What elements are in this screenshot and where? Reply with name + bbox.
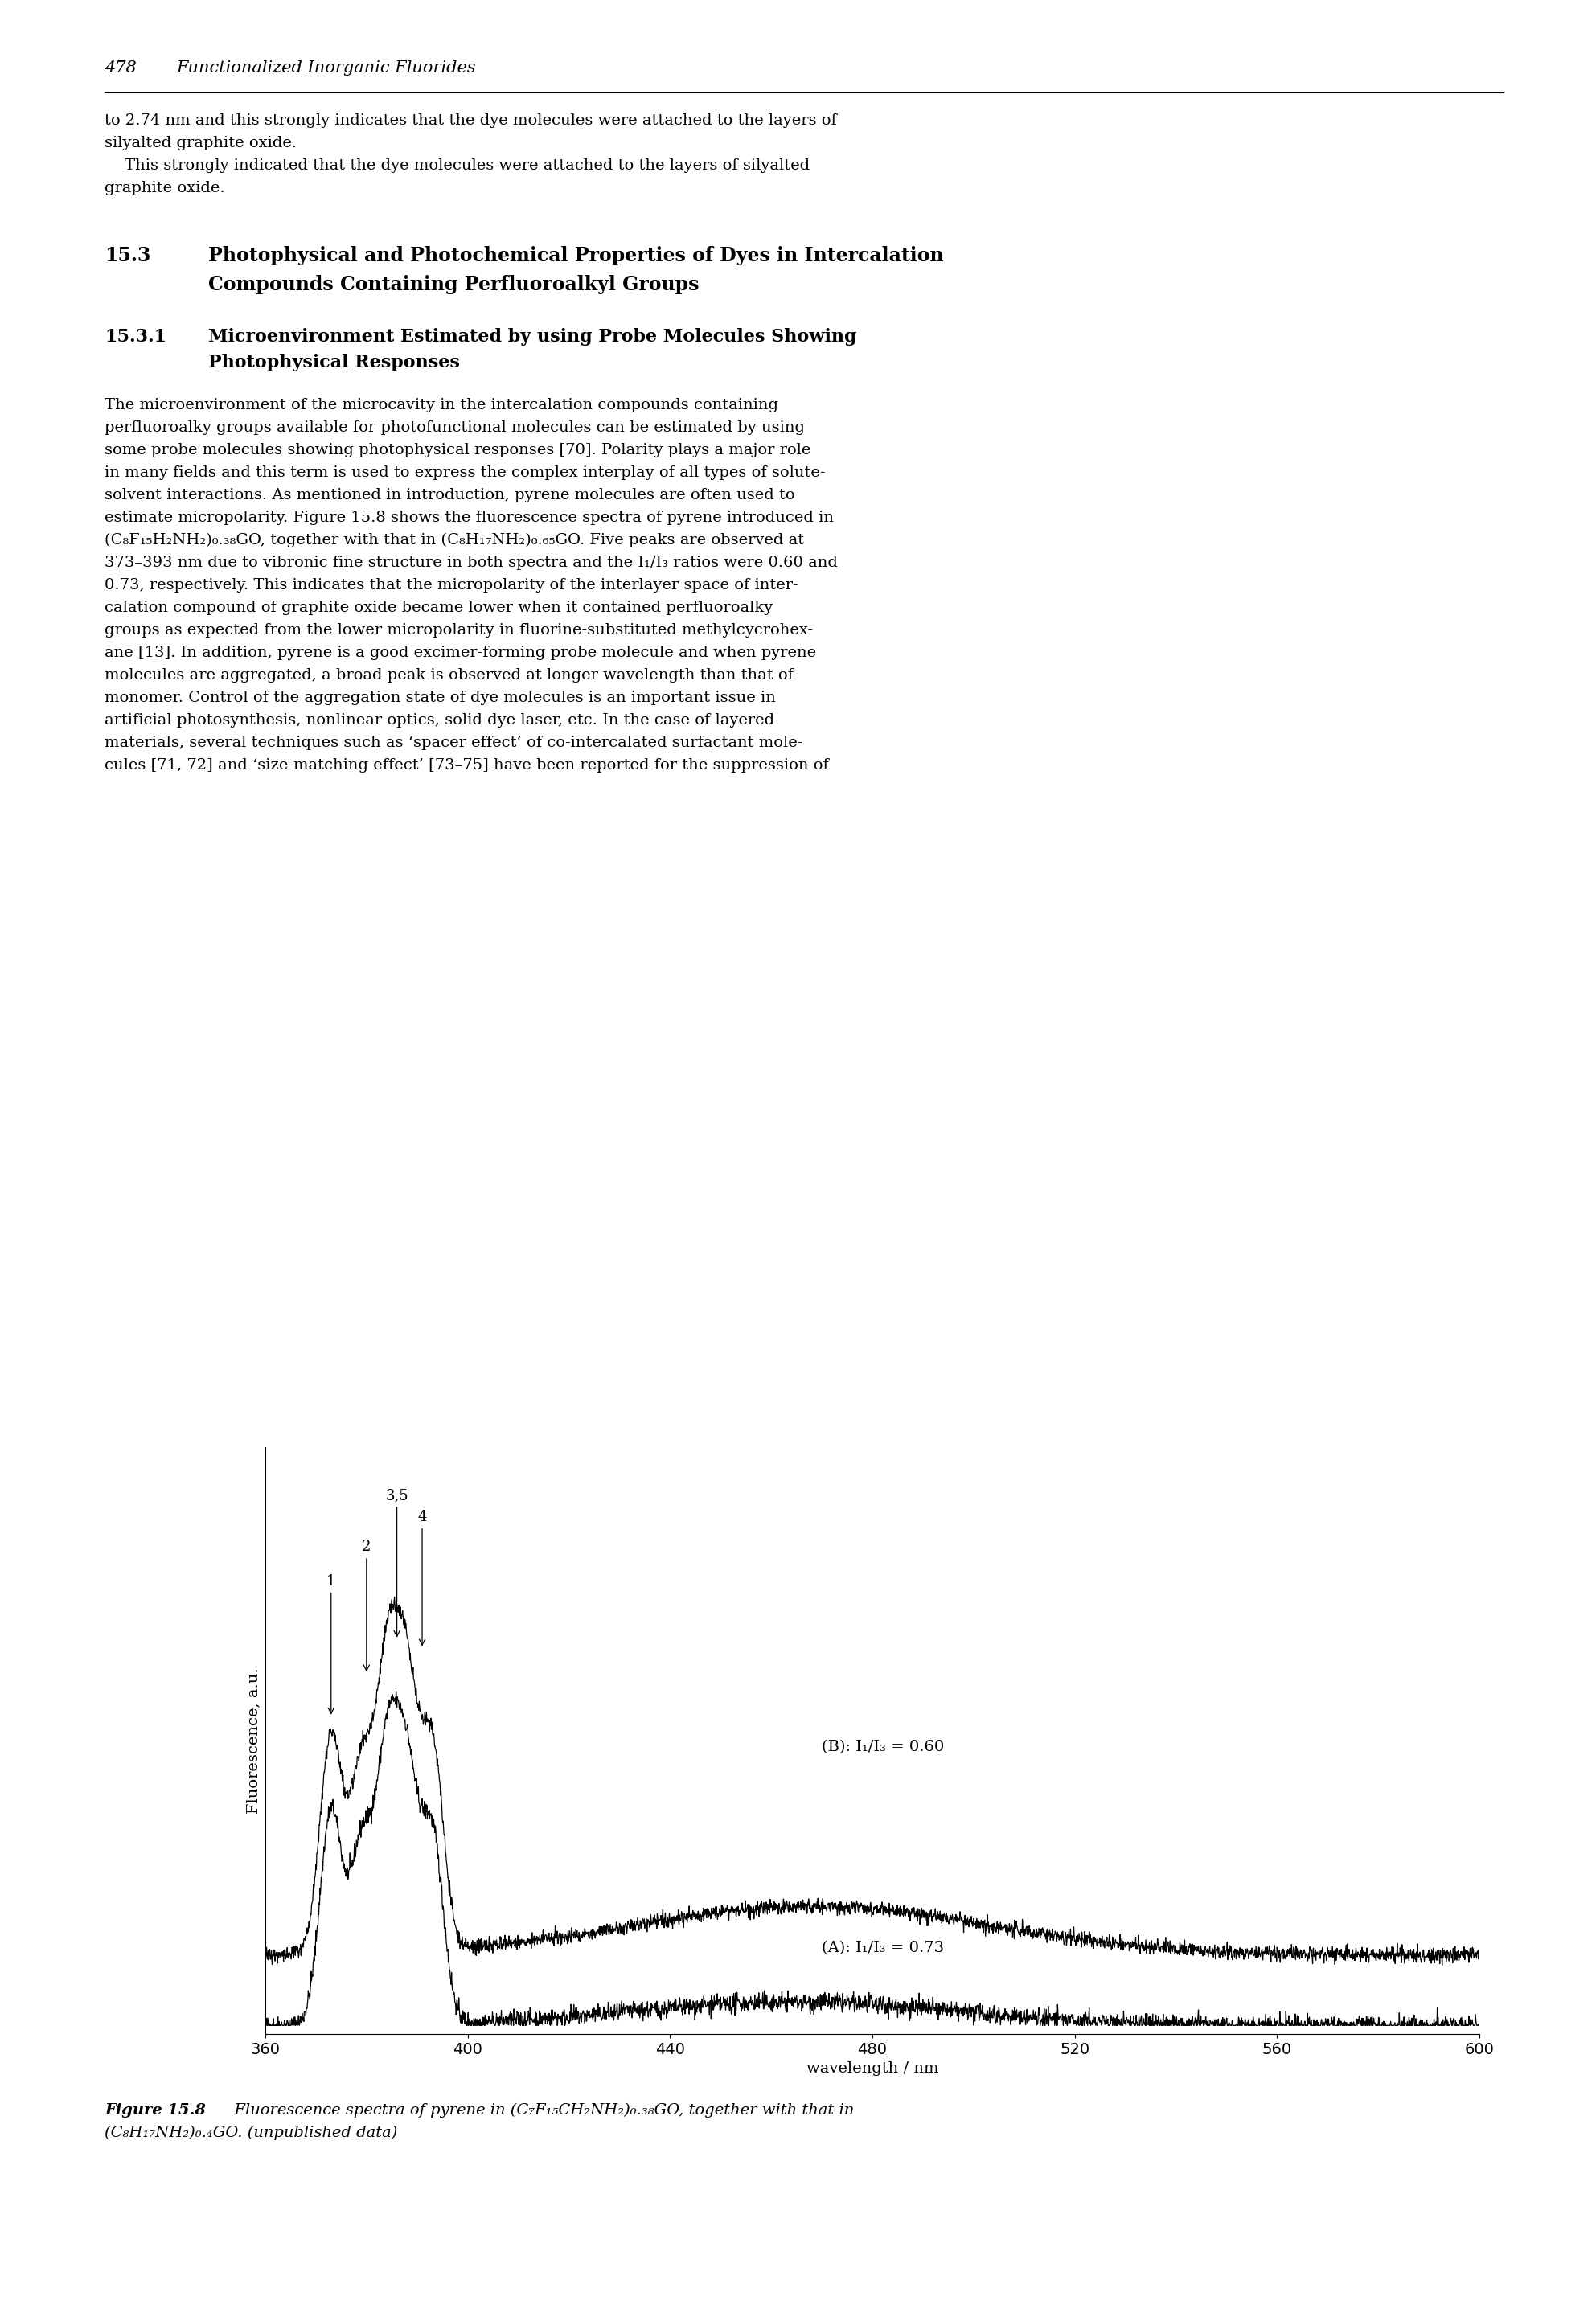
Text: cules [71, 72] and ‘size-matching effect’ [73–75] have been reported for the sup: cules [71, 72] and ‘size-matching effect… bbox=[104, 758, 828, 772]
Text: monomer. Control of the aggregation state of dye molecules is an important issue: monomer. Control of the aggregation stat… bbox=[104, 690, 776, 704]
Text: 1: 1 bbox=[327, 1573, 335, 1715]
Text: 15.3: 15.3 bbox=[104, 246, 150, 264]
Text: 478: 478 bbox=[104, 60, 137, 76]
Text: (A): I₁/I₃ = 0.73: (A): I₁/I₃ = 0.73 bbox=[822, 1942, 945, 1956]
Text: perfluoroalky groups available for photofunctional molecules can be estimated by: perfluoroalky groups available for photo… bbox=[104, 419, 804, 436]
Text: 3,5: 3,5 bbox=[385, 1488, 409, 1636]
Text: silyalted graphite oxide.: silyalted graphite oxide. bbox=[104, 137, 297, 151]
Text: some probe molecules showing photophysical responses [70]. Polarity plays a majo: some probe molecules showing photophysic… bbox=[104, 443, 811, 456]
Text: in many fields and this term is used to express the complex interplay of all typ: in many fields and this term is used to … bbox=[104, 466, 825, 480]
Text: Microenvironment Estimated by using Probe Molecules Showing: Microenvironment Estimated by using Prob… bbox=[207, 329, 857, 345]
Text: groups as expected from the lower micropolarity in fluorine-substituted methylcy: groups as expected from the lower microp… bbox=[104, 623, 812, 637]
Text: ane [13]. In addition, pyrene is a good excimer-forming probe molecule and when : ane [13]. In addition, pyrene is a good … bbox=[104, 644, 816, 660]
Text: (C₈F₁₅H₂NH₂)₀.₃₈GO, together with that in (C₈H₁₇NH₂)₀.₆₅GO. Five peaks are obser: (C₈F₁₅H₂NH₂)₀.₃₈GO, together with that i… bbox=[104, 533, 804, 547]
Y-axis label: Fluorescence, a.u.: Fluorescence, a.u. bbox=[246, 1668, 260, 1814]
Text: Functionalized Inorganic Fluorides: Functionalized Inorganic Fluorides bbox=[176, 60, 476, 76]
Text: 2: 2 bbox=[362, 1541, 372, 1671]
Text: 0.73, respectively. This indicates that the micropolarity of the interlayer spac: 0.73, respectively. This indicates that … bbox=[104, 577, 798, 593]
Text: calation compound of graphite oxide became lower when it contained perfluoroalky: calation compound of graphite oxide beca… bbox=[104, 600, 772, 614]
Text: to 2.74 nm and this strongly indicates that the dye molecules were attached to t: to 2.74 nm and this strongly indicates t… bbox=[104, 114, 836, 127]
Text: Photophysical Responses: Photophysical Responses bbox=[207, 355, 460, 371]
Text: 373–393 nm due to vibronic fine structure in both spectra and the I₁/I₃ ratios w: 373–393 nm due to vibronic fine structur… bbox=[104, 556, 838, 570]
Text: Photophysical and Photochemical Properties of Dyes in Intercalation: Photophysical and Photochemical Properti… bbox=[207, 246, 943, 264]
Text: Compounds Containing Perfluoroalkyl Groups: Compounds Containing Perfluoroalkyl Grou… bbox=[207, 276, 699, 294]
Text: (B): I₁/I₃ = 0.60: (B): I₁/I₃ = 0.60 bbox=[822, 1740, 945, 1754]
Text: Figure 15.8: Figure 15.8 bbox=[104, 2104, 206, 2118]
Text: (C₈H₁₇NH₂)₀.₄GO. (unpublished data): (C₈H₁₇NH₂)₀.₄GO. (unpublished data) bbox=[104, 2125, 397, 2141]
Text: molecules are aggregated, a broad peak is observed at longer wavelength than tha: molecules are aggregated, a broad peak i… bbox=[104, 667, 793, 681]
Text: artificial photosynthesis, nonlinear optics, solid dye laser, etc. In the case o: artificial photosynthesis, nonlinear opt… bbox=[104, 714, 774, 728]
Text: estimate micropolarity. Figure 15.8 shows the fluorescence spectra of pyrene int: estimate micropolarity. Figure 15.8 show… bbox=[104, 510, 833, 524]
Text: This strongly indicated that the dye molecules were attached to the layers of si: This strongly indicated that the dye mol… bbox=[104, 158, 809, 174]
Text: The microenvironment of the microcavity in the intercalation compounds containin: The microenvironment of the microcavity … bbox=[104, 399, 779, 412]
Text: Fluorescence spectra of pyrene in (C₇F₁₅CH₂NH₂)₀.₃₈GO, together with that in: Fluorescence spectra of pyrene in (C₇F₁₅… bbox=[223, 2104, 854, 2118]
Text: 15.3.1: 15.3.1 bbox=[104, 329, 166, 345]
Text: solvent interactions. As mentioned in introduction, pyrene molecules are often u: solvent interactions. As mentioned in in… bbox=[104, 487, 795, 503]
Text: 4: 4 bbox=[418, 1511, 426, 1645]
Text: graphite oxide.: graphite oxide. bbox=[104, 181, 225, 195]
Text: materials, several techniques such as ‘spacer effect’ of co-intercalated surfact: materials, several techniques such as ‘s… bbox=[104, 734, 803, 751]
X-axis label: wavelength / nm: wavelength / nm bbox=[806, 2062, 938, 2076]
